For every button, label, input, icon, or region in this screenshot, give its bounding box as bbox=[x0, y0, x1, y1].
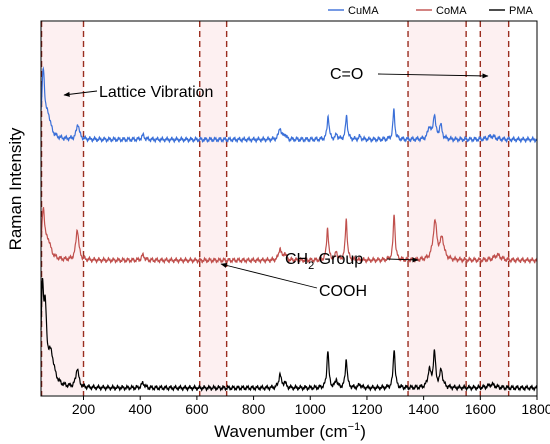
series-pma-line bbox=[40, 277, 538, 392]
series-coma-line bbox=[40, 206, 538, 265]
x-tick-label-1800: 1800 bbox=[521, 401, 550, 417]
spectra-lines bbox=[40, 66, 538, 392]
lattice-vibration-region bbox=[40, 21, 85, 396]
c-o-region bbox=[479, 21, 510, 396]
legend-item-pma: PMA bbox=[489, 5, 534, 17]
lattice-vibration-annotation: Lattice Vibration bbox=[63, 84, 213, 101]
co-ch2-region bbox=[407, 21, 467, 396]
plot-frame bbox=[40, 20, 538, 397]
x-tick-label-1200: 1200 bbox=[351, 401, 382, 417]
x-tick-label-800: 800 bbox=[242, 401, 266, 417]
co-ch2-region-band bbox=[408, 22, 467, 395]
ch2-group-annotation-text: CH2 Group bbox=[285, 251, 363, 272]
x-axis-ticks: 200 400 600 800 1000 1200 1400 1600 1800 bbox=[72, 396, 550, 417]
cooh-annotation: COOH bbox=[220, 262, 367, 300]
x-tick-label-1400: 1400 bbox=[408, 401, 439, 417]
lattice-vibration-annotation-text: Lattice Vibration bbox=[99, 84, 213, 101]
cooh-annotation-arrow bbox=[220, 262, 318, 289]
x-axis-label: Wavenumber (cm−1) bbox=[214, 421, 366, 441]
legend-label-coma: CoMA bbox=[436, 5, 467, 17]
x-tick-label-400: 400 bbox=[129, 401, 153, 417]
y-axis-label: Raman Intensity bbox=[6, 127, 25, 250]
c-o-annotation-text: C=O bbox=[330, 66, 363, 83]
legend-item-cuma: CuMA bbox=[328, 5, 379, 17]
c-o-annotation-arrow bbox=[377, 73, 489, 79]
lattice-vibration-region-band bbox=[41, 22, 84, 395]
legend-label-cuma: CuMA bbox=[348, 5, 379, 17]
x-tick-label-1000: 1000 bbox=[295, 401, 326, 417]
c-o-annotation: C=O bbox=[330, 66, 489, 83]
legend-label-pma: PMA bbox=[509, 5, 534, 17]
series-cuma-line bbox=[40, 66, 538, 144]
ch2-group-annotation: CH2 Group bbox=[285, 251, 419, 272]
cooh-region bbox=[199, 21, 228, 396]
cooh-annotation-text: COOH bbox=[319, 283, 367, 300]
legend-item-coma: CoMA bbox=[416, 5, 467, 17]
legend: CuMA CoMA PMA bbox=[328, 5, 534, 17]
highlight-regions bbox=[40, 21, 510, 396]
x-tick-label-600: 600 bbox=[185, 401, 209, 417]
x-tick-label-1600: 1600 bbox=[465, 401, 496, 417]
ch2-group-annotation-arrow bbox=[386, 257, 419, 263]
annotations: Lattice Vibration C=O CH2 Group COOH bbox=[63, 66, 489, 300]
cooh-region-band bbox=[199, 22, 227, 395]
lattice-vibration-annotation-arrow bbox=[63, 90, 98, 97]
x-tick-label-200: 200 bbox=[72, 401, 96, 417]
c-o-region-band bbox=[480, 22, 509, 395]
